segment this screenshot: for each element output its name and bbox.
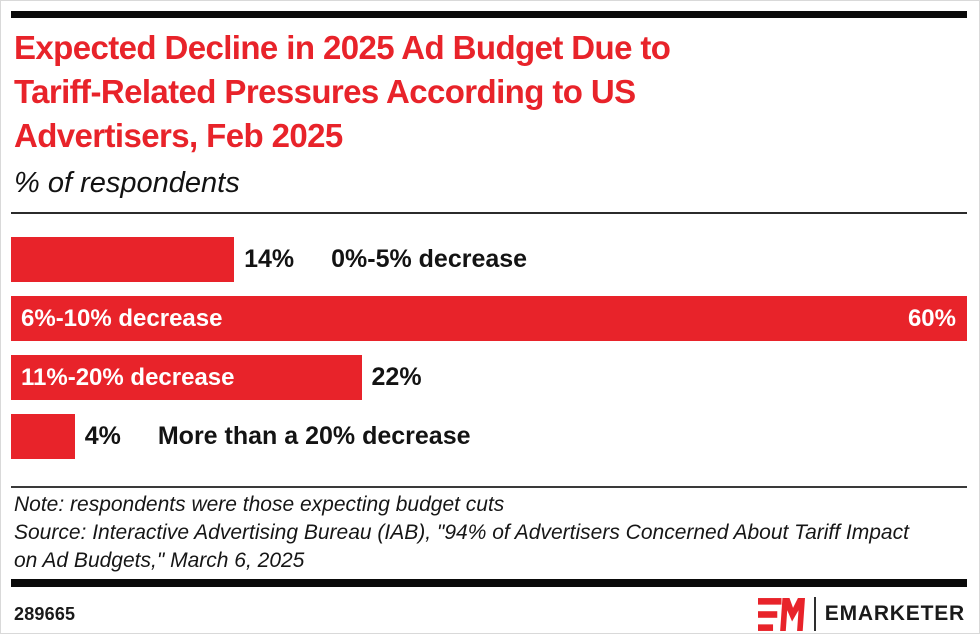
chart-id: 289665 — [14, 603, 76, 624]
emarketer-logo: EMARKETER — [757, 597, 965, 631]
bar: 6%-10% decrease 60% — [11, 296, 967, 341]
em-logomark-icon — [757, 597, 805, 631]
bar-value-label: 60% — [907, 304, 956, 332]
bar — [11, 414, 75, 459]
chart-title-line-2: Tariff-Related Pressures According to US — [14, 73, 636, 110]
logo-divider — [813, 597, 816, 631]
chart-subtitle: % of respondents — [14, 167, 240, 199]
note-text: Note: respondents were those expecting b… — [14, 493, 505, 516]
bar-category-label: More than a 20% decrease — [157, 422, 471, 450]
footnote-block: Note: respondents were those expecting b… — [14, 491, 919, 575]
note-rule — [11, 486, 967, 488]
bar-chart: 14% 0%-5% decrease 6%-10% decrease 60% 11%-2… — [11, 237, 967, 459]
bar-value-label: 22% — [371, 363, 422, 391]
chart-title: Expected Decline in 2025 Ad Budget Due t… — [14, 26, 939, 158]
bar-row: 11%-20% decrease 22% — [11, 355, 967, 400]
footer: 289665 EMARKETER — [14, 597, 965, 631]
bar-category-label: 6%-10% decrease — [21, 304, 223, 332]
bar-category-label: 0%-5% decrease — [331, 245, 528, 273]
bar-category-label: 11%-20% decrease — [21, 363, 235, 391]
chart-title-line-3: Advertisers, Feb 2025 — [14, 117, 343, 154]
title-rule — [11, 212, 967, 214]
source-text: Source: Interactive Advertising Bureau (… — [14, 521, 909, 572]
bar-value-label: 4% — [84, 422, 121, 450]
chart-title-line-1: Expected Decline in 2025 Ad Budget Due t… — [14, 29, 671, 66]
bottom-rule — [11, 579, 967, 587]
bar-row: 14% 0%-5% decrease — [11, 237, 967, 282]
bar-row: 4% More than a 20% decrease — [11, 414, 967, 459]
bar — [11, 237, 235, 282]
top-rule — [11, 11, 967, 18]
bar: 11%-20% decrease — [11, 355, 362, 400]
emarketer-wordmark: EMARKETER — [824, 602, 965, 625]
bar-row: 6%-10% decrease 60% — [11, 296, 967, 341]
bar-value-label: 14% — [244, 245, 295, 273]
